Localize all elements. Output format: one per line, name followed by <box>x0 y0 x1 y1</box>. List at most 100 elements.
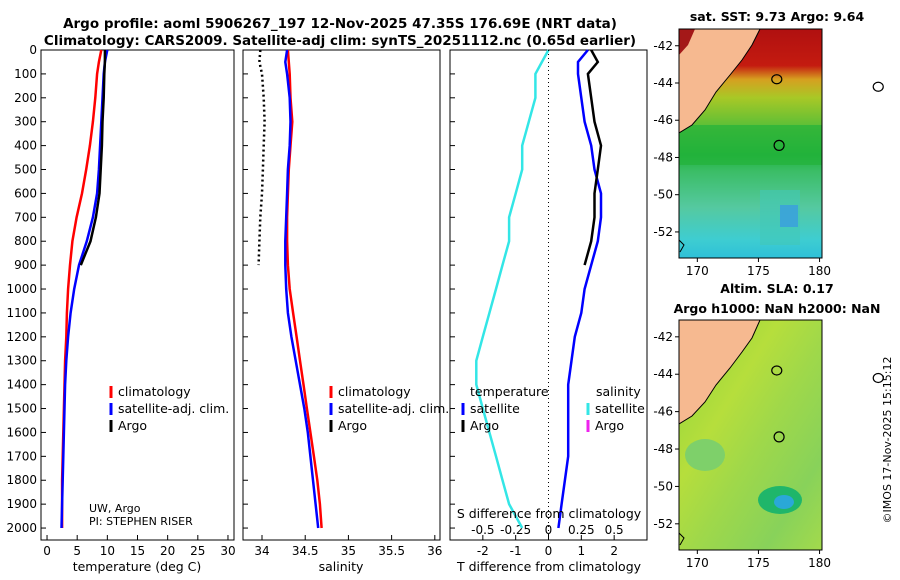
pi-note: PI: STEPHEN RISER <box>89 515 193 528</box>
figure-title-line1: Argo profile: aoml 5906267_197 12-Nov-20… <box>63 16 617 32</box>
map-x-tick-label: 170 <box>686 264 709 278</box>
x-tick-label: -1 <box>510 544 522 558</box>
map-y-tick-label: -52 <box>653 517 673 531</box>
depth-tick-label: 1000 <box>6 282 37 296</box>
map-x-tick-label: 170 <box>686 556 709 570</box>
coastline <box>679 29 761 134</box>
island-outline <box>872 372 884 384</box>
sst-map-axes: -42 -44 -46 -48 -50 -52 170 175 180 <box>653 39 831 278</box>
difference-series <box>475 49 603 529</box>
top-x-tick-label: -0.5 <box>471 523 494 537</box>
legend-label-argo: Argo <box>118 418 147 433</box>
depth-tick-label: 600 <box>14 186 37 200</box>
x-tick-label: 10 <box>100 544 115 558</box>
salinity-x-axis: 34 34.5 35 35.5 36 <box>254 535 442 558</box>
depth-tick-label: 2000 <box>6 521 37 535</box>
series-line-argo <box>257 49 266 266</box>
sla-eddy-blue <box>774 495 794 509</box>
depth-tick-label: 1100 <box>6 306 37 320</box>
depth-tick-label: 0 <box>29 43 37 57</box>
x-tick-label: 35 <box>341 544 356 558</box>
depth-tick-label: 1200 <box>6 330 37 344</box>
island-outline <box>771 74 783 85</box>
depth-tick-label: 900 <box>14 258 37 272</box>
depth-tick-label: 1300 <box>6 354 37 368</box>
coastline-stewart <box>679 239 685 253</box>
map-x-tick-label: 175 <box>747 556 770 570</box>
map-y-tick-label: -44 <box>653 367 673 381</box>
sla-map-axes: -42 -44 -46 -48 -50 -52 170 175 180 <box>653 330 831 570</box>
series-line-argo <box>79 50 107 266</box>
difference-xlabel: T difference from climatology <box>456 559 642 574</box>
depth-tick-label: 300 <box>14 115 37 129</box>
map-y-tick-label: -48 <box>653 442 673 456</box>
institution-note: UW, Argo <box>89 502 141 515</box>
map-y-tick-label: -42 <box>653 330 673 344</box>
depth-tick-label: 1700 <box>6 449 37 463</box>
top-x-tick-label: 0.5 <box>605 523 624 537</box>
sst-patch-blue <box>780 205 798 227</box>
difference-x-axis: -2 -1 0 1 2 <box>477 535 618 558</box>
depth-tick-label: 1900 <box>6 497 37 511</box>
map-y-tick-label: -42 <box>653 39 673 53</box>
x-tick-label: 0 <box>545 544 553 558</box>
temperature-series <box>60 49 109 529</box>
series-line-s-satellite <box>475 49 550 529</box>
sst-map-frame <box>678 28 823 259</box>
land-coast-shade <box>679 29 695 55</box>
legend-label-climatology: climatology <box>118 384 191 399</box>
sla-anomaly <box>685 439 725 471</box>
island-outline <box>872 81 884 92</box>
temperature-legend: climatology satellite-adj. clim. Argo <box>109 384 229 433</box>
difference-legend: temperature salinity satellite Argo sate… <box>461 384 645 433</box>
salinity-legend: climatology satellite-adj. clim. Argo <box>329 384 449 433</box>
depth-tick-label: 800 <box>14 234 37 248</box>
sla-heatmap <box>679 320 822 550</box>
depth-tick-label: 200 <box>14 91 37 105</box>
map-x-tick-label: 180 <box>808 556 831 570</box>
sst-heatmap <box>679 29 822 258</box>
salinity-xlabel: salinity <box>319 559 364 574</box>
depth-tick-label: 100 <box>14 67 37 81</box>
legend-header-salinity: salinity <box>596 384 641 399</box>
x-tick-label: 1 <box>578 544 586 558</box>
legend-label-t-satellite: satellite <box>470 401 520 416</box>
legend-label-climatology: climatology <box>338 384 411 399</box>
x-tick-label: -2 <box>477 544 489 558</box>
sst-band-green <box>679 125 822 165</box>
land-south-island <box>679 29 760 133</box>
legend-label-t-argo: Argo <box>470 418 499 433</box>
argo-position-marker <box>773 139 785 151</box>
x-tick-label: 36 <box>427 544 442 558</box>
depth-tick-label: 1800 <box>6 473 37 487</box>
series-line-t-satellite <box>557 49 603 529</box>
sla-map-title-line1: Altim. SLA: 0.17 <box>720 281 833 296</box>
map-y-tick-label: -52 <box>653 225 673 239</box>
legend-label-argo: Argo <box>338 418 367 433</box>
x-tick-label: 2 <box>610 544 618 558</box>
depth-tick-label: 400 <box>14 139 37 153</box>
sla-map-frame <box>678 319 823 551</box>
x-tick-label: 25 <box>190 544 205 558</box>
x-tick-label: 34.5 <box>292 544 319 558</box>
x-tick-label: 34 <box>254 544 269 558</box>
map-y-tick-label: -46 <box>653 405 673 419</box>
map-x-tick-label: 180 <box>808 264 831 278</box>
land-south-island <box>679 320 760 424</box>
series-line-t-argo <box>583 49 603 266</box>
x-tick-label: 30 <box>220 544 235 558</box>
depth-tick-label: 1500 <box>6 402 37 416</box>
depth-tick-label: 700 <box>14 210 37 224</box>
series-line-climatology <box>285 49 323 529</box>
x-tick-label: 5 <box>73 544 81 558</box>
depth-axis: 0 100 200 300 400 500 600 700 800 900 1000 1100 1200… <box>6 43 455 535</box>
coastline <box>679 320 761 425</box>
top-x-tick-label: -0.25 <box>500 523 531 537</box>
coastline-stewart <box>679 532 685 546</box>
x-tick-label: 20 <box>160 544 175 558</box>
temperature-x-axis: 0 5 10 15 20 25 30 <box>43 535 236 558</box>
salinity-panel-frame <box>242 49 441 541</box>
sst-map-markers <box>771 74 884 151</box>
difference-top-xlabel: S difference from climatology <box>457 506 642 521</box>
